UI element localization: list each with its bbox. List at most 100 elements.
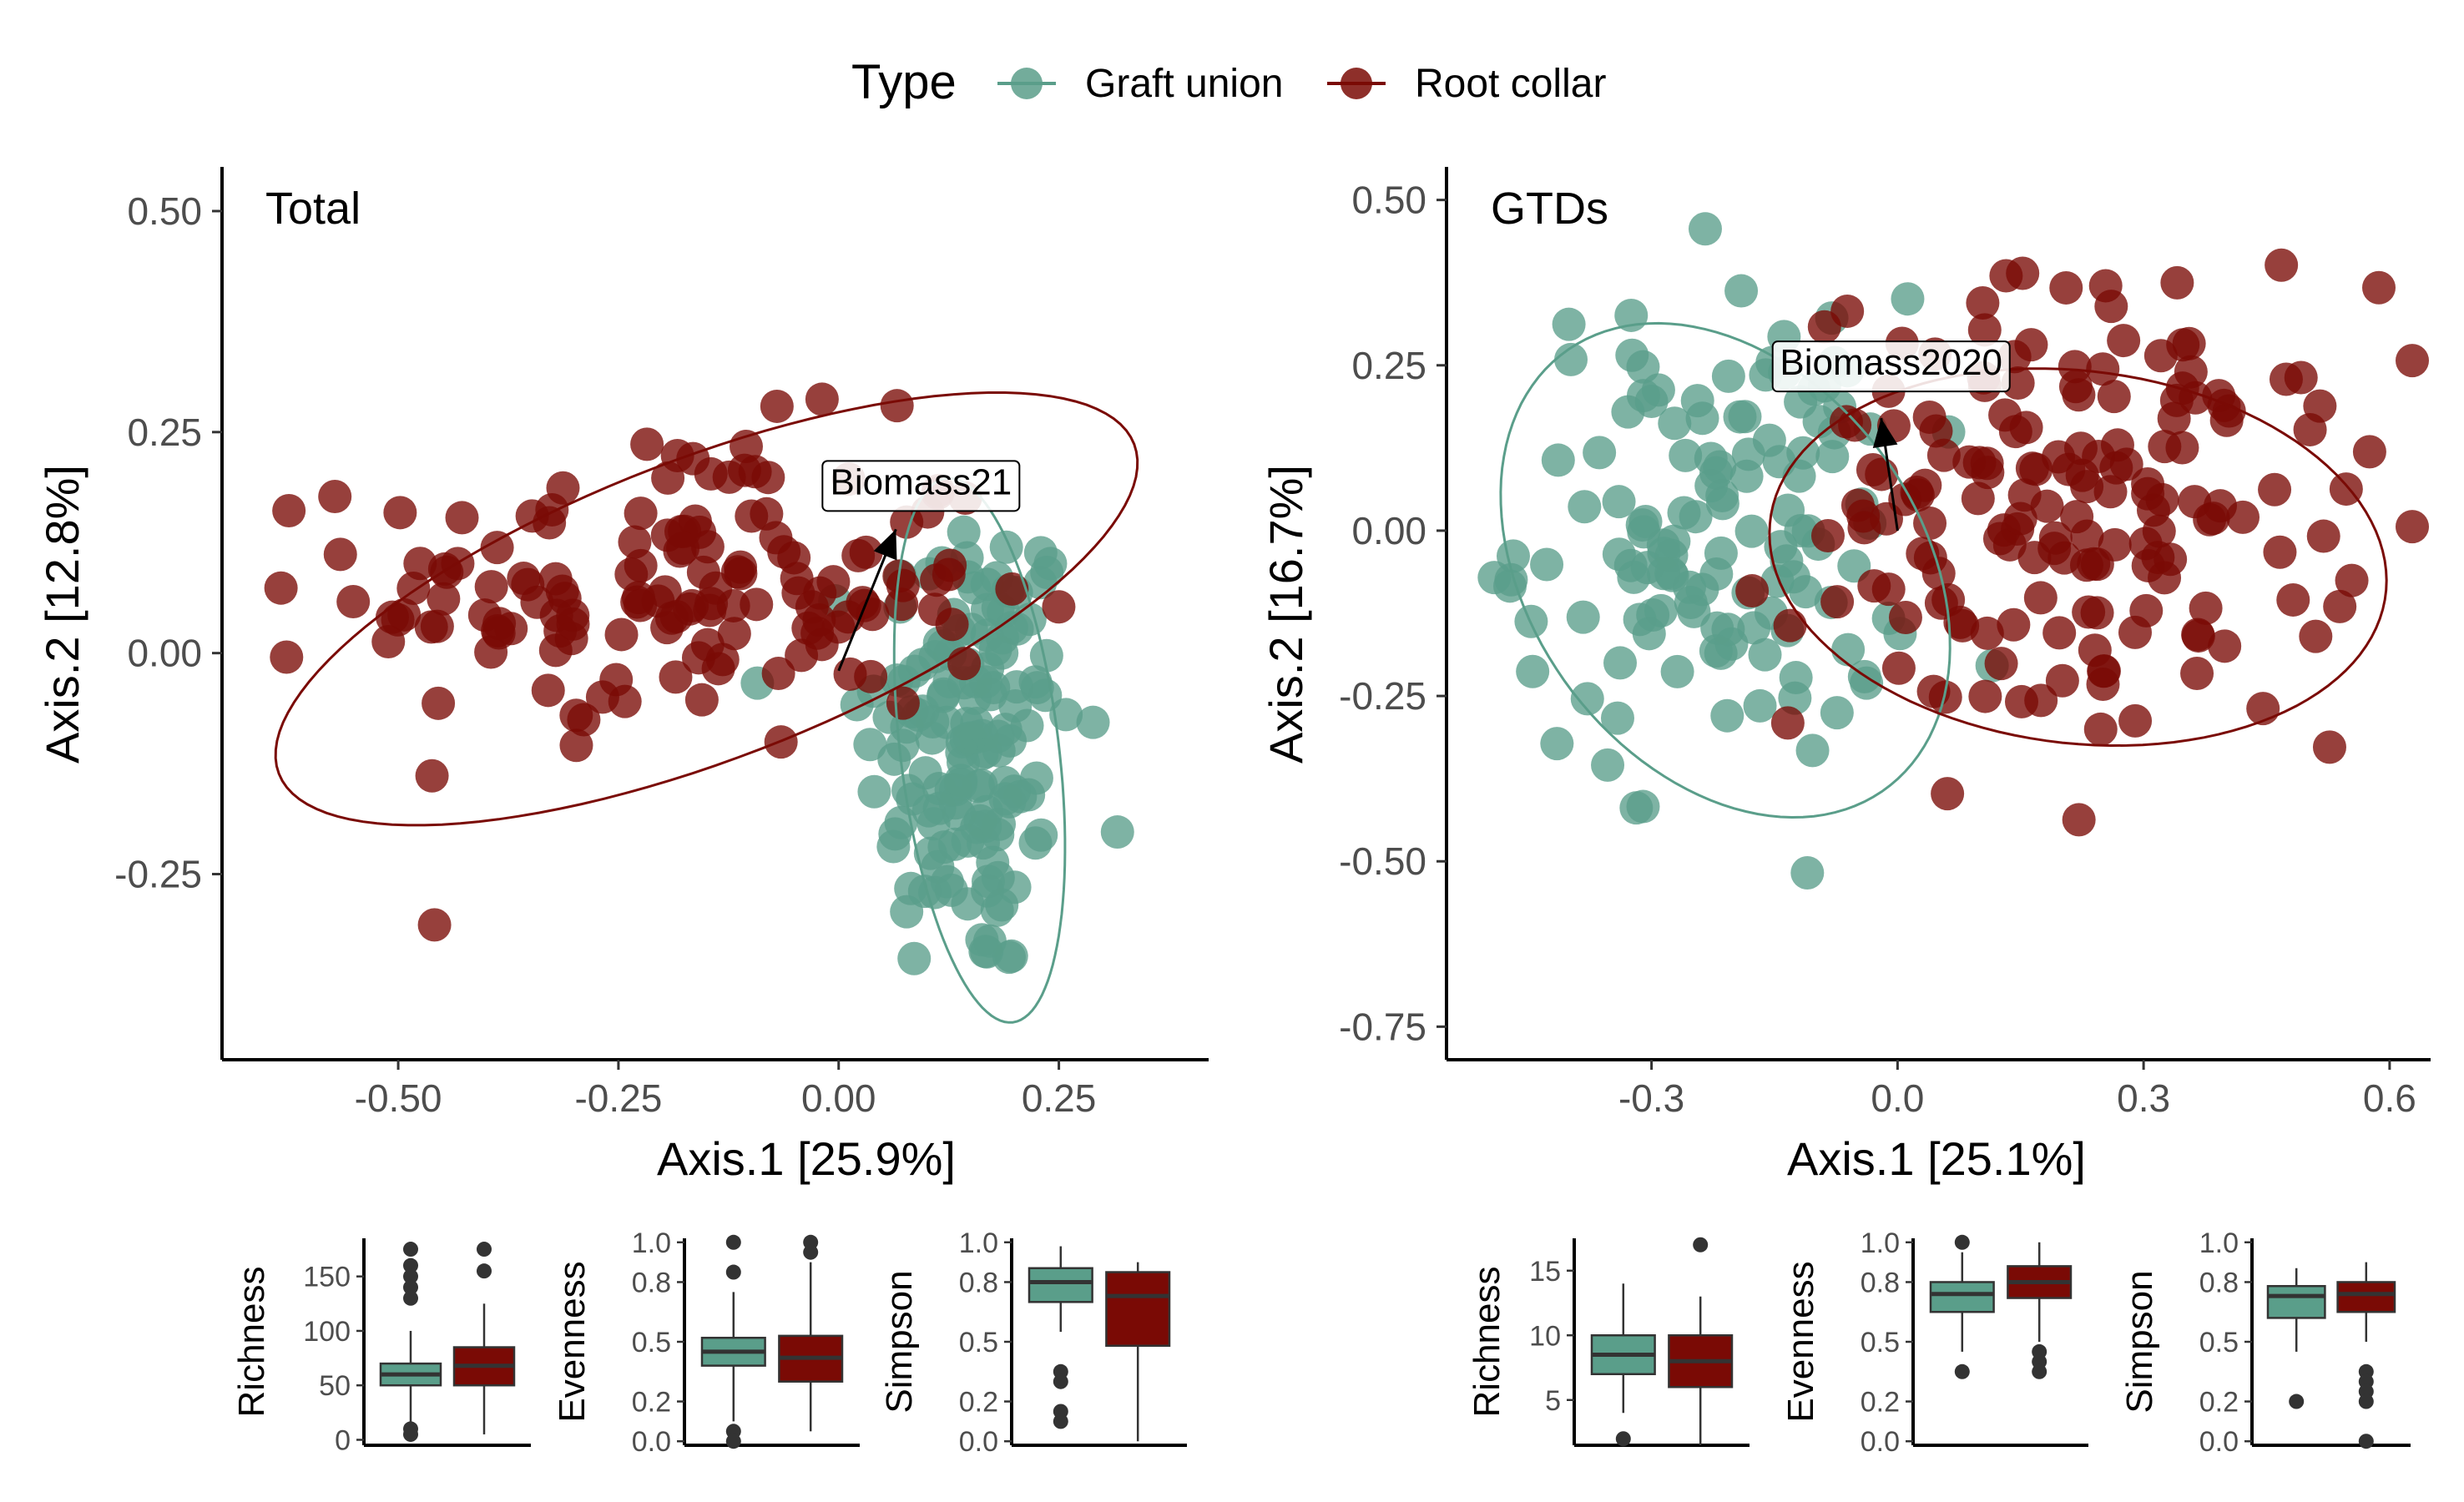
point-graft-union — [1734, 514, 1769, 548]
point-root-collar — [1966, 286, 2000, 320]
point-root-collar — [614, 557, 649, 592]
point-graft-union — [934, 873, 968, 907]
arrow-label: Biomass21 — [831, 461, 1012, 502]
point-graft-union — [1591, 748, 1625, 782]
point-root-collar — [648, 575, 682, 609]
point-root-collar — [2396, 344, 2429, 378]
panel-title-total: Total — [265, 184, 361, 234]
point-graft-union — [1617, 560, 1651, 594]
point-graft-union — [950, 707, 984, 741]
point-root-collar — [2352, 435, 2386, 469]
point-graft-union — [1891, 282, 1925, 316]
point-graft-union — [1710, 698, 1744, 733]
y-tick-label: 0.00 — [1351, 509, 1426, 552]
point-root-collar — [760, 389, 794, 423]
point-root-collar — [659, 660, 693, 694]
axes-total: -0.50 -0.25 0.00 0.25 0.50 0.25 0.00 -0.25 — [114, 167, 1209, 1120]
point-root-collar — [886, 568, 920, 602]
box-outlier — [403, 1279, 418, 1295]
point-root-collar — [2148, 561, 2182, 595]
point-graft-union — [1477, 561, 1512, 595]
point-root-collar — [1967, 313, 2002, 347]
axes-gtds: -0.3 0.0 0.3 0.6 0.50 0.25 0.00 -0.25 -0.50 -0.75 — [1339, 167, 2431, 1120]
ellipse-root-collar — [274, 391, 1139, 827]
point-graft-union — [1680, 384, 1714, 418]
point-graft-union — [897, 941, 932, 975]
box-tick-label: 0 — [335, 1424, 351, 1456]
point-root-collar — [2097, 380, 2131, 414]
point-root-collar — [666, 531, 700, 565]
point-root-collar — [654, 601, 689, 635]
point-root-collar — [1984, 647, 2018, 681]
x-tick-label: -0.50 — [355, 1076, 442, 1120]
box-tick-label: 1.0 — [959, 1227, 998, 1259]
point-graft-union — [927, 830, 962, 864]
boxplot-richness-total: 0 50 100 150 Richness — [231, 1238, 531, 1456]
point-root-collar — [559, 728, 593, 763]
point-root-collar — [1820, 585, 1855, 619]
box-outlier — [1954, 1363, 1970, 1379]
box-tick-label: 0.0 — [2199, 1426, 2239, 1458]
scatter-panel-gtds: Biomass2020 -0.3 0.0 0.3 0.60.500.250.00-0.… — [1260, 167, 2431, 1185]
point-graft-union — [1100, 815, 1134, 849]
point-root-collar — [2148, 430, 2182, 464]
point-root-collar — [2335, 563, 2369, 597]
point-graft-union — [1600, 701, 1634, 735]
point-root-collar — [318, 480, 352, 514]
point-root-collar — [2049, 270, 2083, 305]
point-root-collar — [2045, 663, 2079, 698]
point-root-collar — [420, 609, 454, 643]
point-root-collar — [1735, 574, 1770, 608]
box-tick-label: 0.5 — [1861, 1327, 1900, 1358]
point-graft-union — [1795, 733, 1830, 768]
x-tick-label: 0.0 — [1871, 1076, 1924, 1120]
point-graft-union — [985, 636, 1019, 670]
x-tick-label: 0.25 — [1022, 1076, 1097, 1120]
point-root-collar — [2019, 452, 2053, 486]
point-root-collar — [678, 504, 712, 538]
point-graft-union — [1770, 544, 1804, 578]
point-root-collar — [415, 759, 449, 793]
point-root-collar — [2100, 428, 2134, 462]
point-root-collar — [816, 565, 851, 599]
point-root-collar — [1968, 679, 2002, 713]
point-root-collar — [1989, 259, 2023, 293]
point-graft-union — [988, 713, 1022, 747]
point-root-collar — [336, 585, 371, 619]
point-graft-union — [1632, 617, 1666, 651]
point-root-collar — [1865, 457, 1899, 491]
point-root-collar — [2189, 591, 2223, 625]
point-graft-union — [1669, 438, 1703, 472]
point-root-collar — [1961, 481, 1995, 516]
point-root-collar — [323, 537, 357, 572]
box-tick-label: 150 — [303, 1262, 351, 1293]
point-root-collar — [2396, 510, 2429, 544]
x-tick-label: -0.25 — [574, 1076, 662, 1120]
box-tick-label: 1.0 — [632, 1227, 671, 1259]
box-outlier — [1693, 1237, 1709, 1253]
point-graft-union — [992, 784, 1027, 819]
point-root-collar — [660, 439, 694, 473]
point-root-collar — [1810, 519, 1845, 553]
point-root-collar — [2080, 596, 2114, 630]
point-root-collar — [2080, 547, 2114, 582]
point-graft-union — [1743, 688, 1777, 723]
panel-title-gtds: GTDs — [1491, 184, 1608, 234]
point-graft-union — [877, 742, 911, 776]
point-root-collar — [474, 570, 508, 604]
point-graft-union — [1541, 443, 1575, 477]
point-root-collar — [693, 593, 727, 628]
point-root-collar — [767, 535, 801, 569]
point-root-collar — [554, 622, 588, 656]
box-outlier — [1053, 1373, 1068, 1389]
scatter-points-gtds — [1477, 212, 2429, 890]
x-tick-label: -0.3 — [1618, 1076, 1684, 1120]
point-graft-union — [1570, 682, 1604, 716]
point-root-collar — [2258, 472, 2292, 507]
point-graft-union — [1076, 705, 1110, 739]
point-root-collar — [375, 600, 409, 634]
boxplot-evenness-total: 0.0 0.2 0.5 0.8 1.0 Evenness — [552, 1227, 860, 1458]
point-root-collar — [2118, 615, 2152, 649]
box-tick-label: 0.8 — [2199, 1267, 2239, 1298]
point-graft-union — [1688, 212, 1722, 246]
